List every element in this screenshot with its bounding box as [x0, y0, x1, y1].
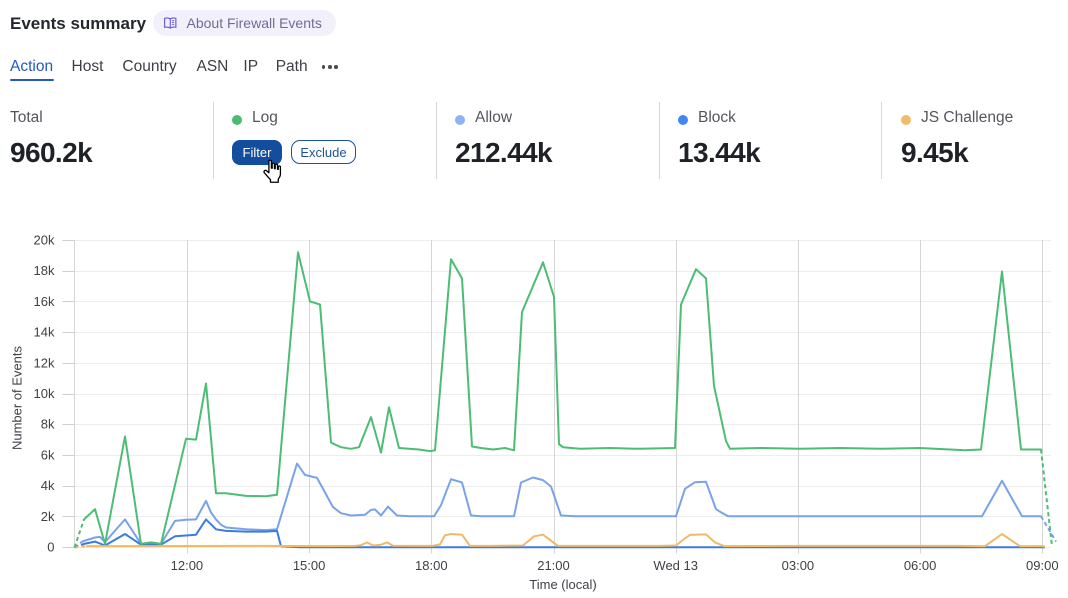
svg-text:03:00: 03:00: [782, 558, 815, 573]
svg-text:15:00: 15:00: [293, 558, 326, 573]
svg-text:2k: 2k: [41, 509, 55, 524]
svg-text:0: 0: [47, 540, 54, 555]
svg-text:10k: 10k: [34, 386, 55, 401]
svg-text:09:00: 09:00: [1026, 558, 1059, 573]
svg-text:06:00: 06:00: [904, 558, 937, 573]
svg-text:14k: 14k: [34, 325, 55, 340]
svg-text:Time (local): Time (local): [529, 577, 596, 592]
svg-text:8k: 8k: [41, 417, 55, 432]
svg-text:Wed 13: Wed 13: [653, 558, 698, 573]
svg-text:21:00: 21:00: [537, 558, 570, 573]
svg-text:4k: 4k: [41, 478, 55, 493]
svg-text:12:00: 12:00: [171, 558, 204, 573]
svg-text:20k: 20k: [34, 233, 55, 248]
svg-text:12k: 12k: [34, 355, 55, 370]
svg-text:Number of Events: Number of Events: [10, 345, 25, 450]
svg-text:6k: 6k: [41, 447, 55, 462]
svg-text:18k: 18k: [34, 263, 55, 278]
svg-text:16k: 16k: [34, 294, 55, 309]
svg-text:18:00: 18:00: [415, 558, 448, 573]
